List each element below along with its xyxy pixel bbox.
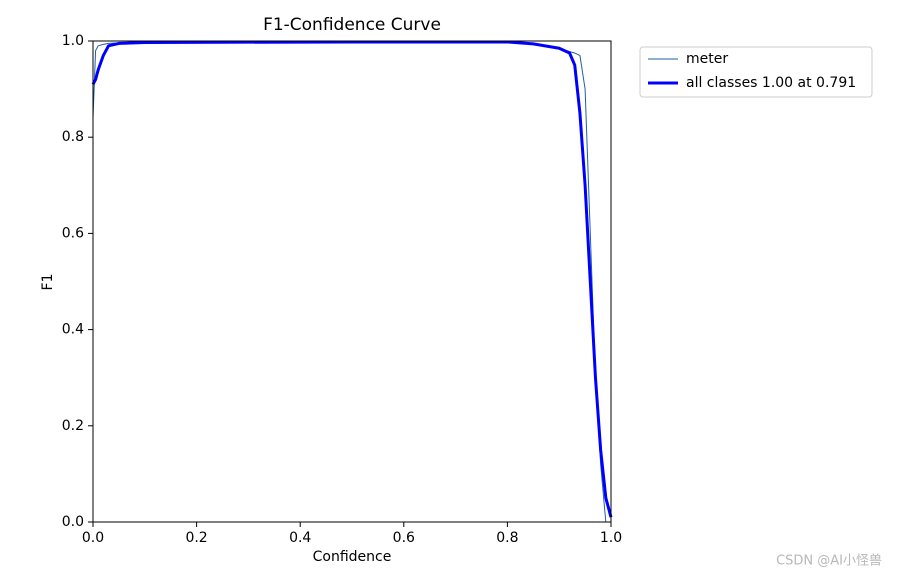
- x-tick-label: 0.4: [289, 530, 311, 546]
- legend-label: meter: [686, 51, 728, 67]
- line-series: [91, 40, 613, 518]
- y-tick-label: 0.8: [62, 129, 84, 145]
- x-tick-label: 0.2: [185, 530, 207, 546]
- y-tick-label: 0.0: [62, 514, 84, 530]
- plot-frame: [92, 40, 612, 523]
- y-axis-label: F1: [40, 274, 56, 291]
- x-axis-label: Confidence: [313, 549, 392, 565]
- x-tick-label: 0.0: [82, 530, 104, 546]
- chart-title: F1-Confidence Curve: [263, 15, 441, 35]
- legend-box: [639, 46, 873, 98]
- x-tick-label: 0.6: [393, 530, 415, 546]
- x-tick-label: 1.0: [600, 530, 622, 546]
- legend-label: all classes 1.00 at 0.791: [686, 75, 856, 91]
- x-tick-label: 0.8: [496, 530, 518, 546]
- y-tick-label: 0.2: [62, 418, 84, 434]
- y-tick-label: 0.6: [62, 225, 84, 241]
- watermark: CSDN @AI小怪兽: [776, 554, 882, 569]
- line-series: [92, 41, 611, 523]
- y-tick-label: 0.4: [62, 322, 84, 338]
- y-tick-label: 1.0: [62, 33, 84, 49]
